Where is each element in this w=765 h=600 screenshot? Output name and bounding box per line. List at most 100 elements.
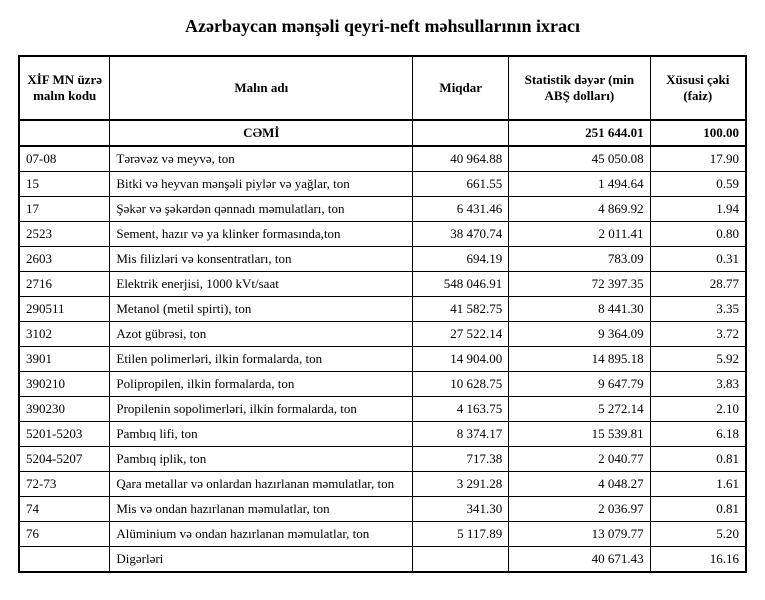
cell-qty: 548 046.91 xyxy=(413,272,509,297)
col-header-code: XİF MN üzrə malın kodu xyxy=(19,56,110,120)
cell-weight: 5.92 xyxy=(650,347,746,372)
cell-value: 72 397.35 xyxy=(509,272,650,297)
cell-name: Mis və ondan hazırlanan məmulatlar, ton xyxy=(110,497,413,522)
cell-value: 2 011.41 xyxy=(509,222,650,247)
cell-value: 2 036.97 xyxy=(509,497,650,522)
cell-weight: 0.31 xyxy=(650,247,746,272)
cell-weight: 0.80 xyxy=(650,222,746,247)
cell-name: Şəkər və şəkərdən qənnadı məmulatları, t… xyxy=(110,197,413,222)
cell-code: 17 xyxy=(19,197,110,222)
cell-name: Tərəvəz və meyvə, ton xyxy=(110,146,413,172)
cell-weight: 17.90 xyxy=(650,146,746,172)
cell-name: Sement, hazır və ya klinker formasında,t… xyxy=(110,222,413,247)
cell-weight: 2.10 xyxy=(650,397,746,422)
cell-code: 390230 xyxy=(19,397,110,422)
cell-weight: 3.72 xyxy=(650,322,746,347)
cell-name: Propilenin sopolimerləri, ilkin formalar… xyxy=(110,397,413,422)
cell-weight: 1.94 xyxy=(650,197,746,222)
cell-code: 390210 xyxy=(19,372,110,397)
cell-qty xyxy=(413,547,509,573)
cell-code: 2716 xyxy=(19,272,110,297)
cell-code: 74 xyxy=(19,497,110,522)
cell-weight: 16.16 xyxy=(650,547,746,573)
table-head: XİF MN üzrə malın kodu Malın adı Miqdar … xyxy=(19,56,746,120)
cell-value: 4 869.92 xyxy=(509,197,650,222)
cell-name: Qara metallar və onlardan hazırlanan məm… xyxy=(110,472,413,497)
cell-qty: 694.19 xyxy=(413,247,509,272)
table-row: 290511Metanol (metil spirti), ton41 582.… xyxy=(19,297,746,322)
table-row: 390210Polipropilen, ilkin formalarda, to… xyxy=(19,372,746,397)
cell-code: 290511 xyxy=(19,297,110,322)
cell-value: 8 441.30 xyxy=(509,297,650,322)
table-row: 07-08Tərəvəz və meyvə, ton40 964.8845 05… xyxy=(19,146,746,172)
cell-qty: 4 163.75 xyxy=(413,397,509,422)
total-weight: 100.00 xyxy=(650,120,746,146)
total-value: 251 644.01 xyxy=(509,120,650,146)
cell-value: 40 671.43 xyxy=(509,547,650,573)
total-name: CƏMİ xyxy=(110,120,413,146)
cell-qty: 40 964.88 xyxy=(413,146,509,172)
cell-weight: 6.18 xyxy=(650,422,746,447)
total-code xyxy=(19,120,110,146)
cell-code: 72-73 xyxy=(19,472,110,497)
cell-value: 13 079.77 xyxy=(509,522,650,547)
table-row: 72-73Qara metallar və onlardan hazırlana… xyxy=(19,472,746,497)
cell-code: 07-08 xyxy=(19,146,110,172)
table-total-row: CƏMİ 251 644.01 100.00 xyxy=(19,120,746,146)
cell-name: Bitki və heyvan mənşəli piylər və yağlar… xyxy=(110,172,413,197)
cell-name: Etilen polimerləri, ilkin formalarda, to… xyxy=(110,347,413,372)
cell-value: 15 539.81 xyxy=(509,422,650,447)
page-title: Azərbaycan mənşəli qeyri-neft məhsulları… xyxy=(18,16,747,37)
cell-code xyxy=(19,547,110,573)
cell-qty: 41 582.75 xyxy=(413,297,509,322)
table-row: Digərləri40 671.4316.16 xyxy=(19,547,746,573)
col-header-name: Malın adı xyxy=(110,56,413,120)
cell-code: 2523 xyxy=(19,222,110,247)
table-row: 5201-5203Pambıq lifi, ton8 374.1715 539.… xyxy=(19,422,746,447)
cell-code: 76 xyxy=(19,522,110,547)
cell-value: 4 048.27 xyxy=(509,472,650,497)
cell-weight: 3.83 xyxy=(650,372,746,397)
cell-value: 5 272.14 xyxy=(509,397,650,422)
table-row: 2716Elektrik enerjisi, 1000 kVt/saat548 … xyxy=(19,272,746,297)
cell-weight: 3.35 xyxy=(650,297,746,322)
cell-qty: 661.55 xyxy=(413,172,509,197)
cell-value: 45 050.08 xyxy=(509,146,650,172)
cell-value: 9 364.09 xyxy=(509,322,650,347)
col-header-weight: Xüsusi çəki (faiz) xyxy=(650,56,746,120)
cell-qty: 38 470.74 xyxy=(413,222,509,247)
cell-qty: 10 628.75 xyxy=(413,372,509,397)
cell-name: Metanol (metil spirti), ton xyxy=(110,297,413,322)
cell-name: Mis filizləri və konsentratları, ton xyxy=(110,247,413,272)
page: Azərbaycan mənşəli qeyri-neft məhsulları… xyxy=(0,0,765,593)
table-row: 15Bitki və heyvan mənşəli piylər və yağl… xyxy=(19,172,746,197)
table-row: 76Alüminium və ondan hazırlanan məmulatl… xyxy=(19,522,746,547)
cell-code: 3901 xyxy=(19,347,110,372)
cell-name: Pambıq lifi, ton xyxy=(110,422,413,447)
export-table: XİF MN üzrə malın kodu Malın adı Miqdar … xyxy=(18,55,747,573)
cell-weight: 0.59 xyxy=(650,172,746,197)
table-row: 74Mis və ondan hazırlanan məmulatlar, to… xyxy=(19,497,746,522)
cell-name: Pambıq iplik, ton xyxy=(110,447,413,472)
cell-value: 14 895.18 xyxy=(509,347,650,372)
table-row: 17Şəkər və şəkərdən qənnadı məmulatları,… xyxy=(19,197,746,222)
cell-qty: 3 291.28 xyxy=(413,472,509,497)
cell-weight: 1.61 xyxy=(650,472,746,497)
cell-name: Alüminium və ondan hazırlanan məmulatlar… xyxy=(110,522,413,547)
table-row: 2523Sement, hazır və ya klinker formasın… xyxy=(19,222,746,247)
cell-name: Elektrik enerjisi, 1000 kVt/saat xyxy=(110,272,413,297)
cell-name: Azot gübrəsi, ton xyxy=(110,322,413,347)
cell-weight: 28.77 xyxy=(650,272,746,297)
cell-qty: 14 904.00 xyxy=(413,347,509,372)
cell-code: 5204-5207 xyxy=(19,447,110,472)
cell-qty: 27 522.14 xyxy=(413,322,509,347)
table-row: 3901Etilen polimerləri, ilkin formalarda… xyxy=(19,347,746,372)
table-row: 390230Propilenin sopolimerləri, ilkin fo… xyxy=(19,397,746,422)
cell-weight: 0.81 xyxy=(650,497,746,522)
table-row: 3102Azot gübrəsi, ton27 522.149 364.093.… xyxy=(19,322,746,347)
col-header-value: Statistik dəyər (min ABŞ dolları) xyxy=(509,56,650,120)
cell-code: 3102 xyxy=(19,322,110,347)
cell-value: 783.09 xyxy=(509,247,650,272)
cell-value: 9 647.79 xyxy=(509,372,650,397)
table-row: 5204-5207Pambıq iplik, ton717.382 040.77… xyxy=(19,447,746,472)
